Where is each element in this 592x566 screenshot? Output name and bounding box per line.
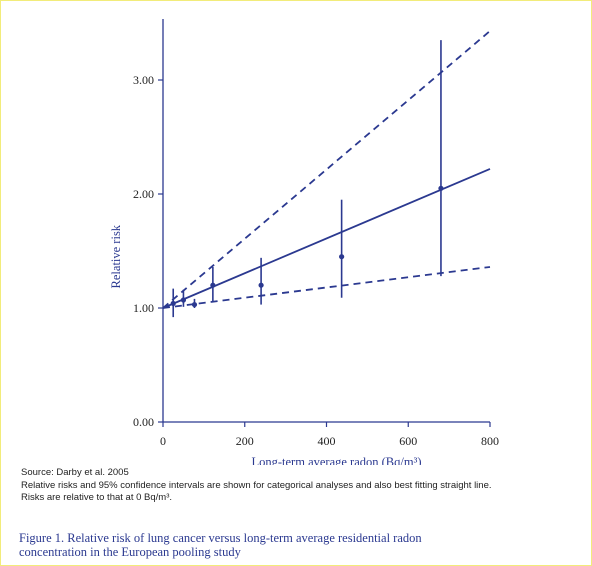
x-axis-title: Long-term average radon (Bq/m³) [251, 455, 421, 465]
data-point-3 [210, 282, 216, 288]
figure-caption: Figure 1. Relative risk of lung cancer v… [19, 531, 579, 559]
y-tick-label-1: 1.00 [133, 301, 154, 315]
reference-note: Risks are relative to that at 0 Bq/m³. [21, 492, 173, 503]
caption-line-2: concentration in the European pooling st… [19, 545, 241, 559]
data-point-1 [180, 297, 187, 303]
data-point-4 [258, 282, 264, 288]
data-point-5 [339, 254, 345, 260]
dashed-fit-line-2 [162, 266, 491, 309]
y-tick-label-2: 2.00 [133, 187, 154, 201]
data-point-0 [170, 300, 176, 307]
x-tick-label-2: 400 [318, 434, 336, 448]
data-point-2 [191, 301, 198, 308]
x-tick-label-3: 600 [399, 434, 417, 448]
data-point-6 [438, 185, 444, 191]
x-tick-label-0: 0 [160, 434, 166, 448]
y-tick-label-0: 0.00 [133, 415, 154, 429]
method-note: Relative risks and 95% confidence interv… [21, 479, 492, 491]
figure-notes: Source: Darby et al. 2005 Relative risks… [21, 467, 589, 505]
x-tick-label-1: 200 [236, 434, 254, 448]
radon-risk-chart: 0.00 1.00 2.00 3.00 0 200 400 600 800 Long-term a… [109, 19, 499, 465]
y-tick-label-3: 3.00 [133, 73, 154, 87]
x-tick-label-4: 800 [481, 434, 499, 448]
source-note: Source: Darby et al. 2005 [21, 467, 129, 478]
caption-line-1: Figure 1. Relative risk of lung cancer v… [19, 531, 422, 545]
solid-fit-line-0 [162, 168, 491, 309]
y-axis-title: Relative risk [109, 224, 123, 288]
